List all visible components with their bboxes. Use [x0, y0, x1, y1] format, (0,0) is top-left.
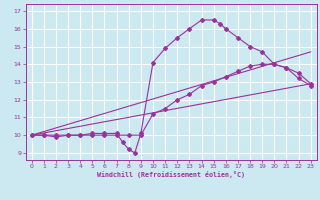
X-axis label: Windchill (Refroidissement éolien,°C): Windchill (Refroidissement éolien,°C) — [97, 171, 245, 178]
